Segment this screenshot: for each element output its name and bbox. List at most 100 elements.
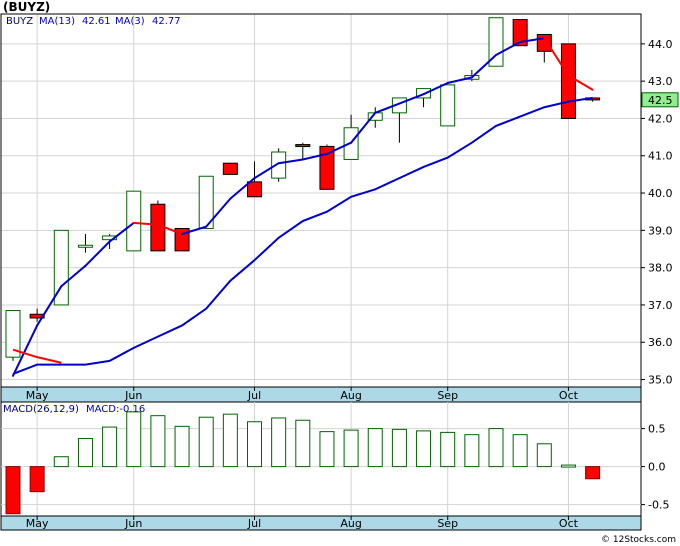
macd-bar-positive: [77, 437, 93, 468]
candle-body-down: [247, 181, 262, 198]
macd-x-tick-label: May: [26, 517, 49, 530]
ma3-segment: [60, 264, 87, 288]
price-x-tick-label: Jul: [247, 389, 261, 402]
candle-body-up: [77, 244, 93, 248]
ma3-segment: [350, 111, 377, 144]
macd-bar-positive: [536, 443, 552, 468]
candle-body-up: [440, 84, 456, 127]
ma3-segment: [156, 223, 184, 236]
candle: [5, 310, 21, 361]
candle: [53, 229, 69, 306]
price-y-tick-label: 43.0: [648, 75, 673, 88]
price-y-tick-label: 39.0: [648, 224, 673, 237]
macd-bar-positive: [391, 428, 407, 468]
last-price-label: 42.5: [648, 94, 673, 107]
macd-bar-negative: [585, 466, 601, 480]
ma3-segment: [229, 177, 256, 200]
macd-bar-positive: [150, 415, 166, 468]
macd-bar-negative: [5, 466, 21, 515]
ma3-segment: [277, 158, 304, 165]
macd-bar-positive: [488, 428, 504, 468]
ma3-segment: [325, 141, 353, 155]
price-panel: 35.0 36.0 37.0 38.0 39.0 40.0 41.0 42.0 43.0 44.0…: [0, 0, 679, 403]
macd-bar-positive: [367, 428, 383, 468]
price-moving-averages: [12, 37, 594, 377]
macd-bar-positive: [560, 464, 576, 468]
macd-legend-entry: MACD:-0.16: [86, 404, 145, 415]
ma3-segment: [398, 93, 425, 105]
price-x-axis-band: [0, 386, 642, 403]
candle-body-down: [29, 313, 45, 319]
price-legend-entry: BUYZ: [6, 16, 33, 27]
macd-y-tick-label: 0.5: [648, 423, 666, 436]
ma3-segment: [567, 74, 594, 91]
macd-y-ticks: 0.5 0.0 -0.5: [641, 423, 669, 512]
candle: [126, 190, 142, 252]
candle: [512, 19, 528, 47]
price-x-tick-label: Oct: [559, 389, 579, 402]
candle-body-down: [319, 145, 335, 190]
price-x-tick-label: May: [26, 389, 49, 402]
candle-body-up: [53, 229, 69, 306]
price-y-tick-label: 36.0: [648, 336, 673, 349]
price-plot-area: [1, 14, 641, 387]
price-y-tick-label: 38.0: [648, 262, 673, 275]
macd-bar-positive: [102, 426, 118, 468]
candle-body-up: [126, 190, 142, 252]
candle-body-down: [295, 144, 311, 148]
macd-bar-positive: [126, 411, 142, 468]
candle-body-down: [560, 43, 576, 119]
price-legend-entry: 42.61: [82, 16, 111, 27]
candle: [440, 84, 456, 127]
ma3-segment: [181, 225, 208, 236]
price-x-tick-label: Aug: [340, 389, 361, 402]
ma13-line: [12, 96, 593, 375]
price-x-tick-label: Sep: [437, 389, 458, 402]
price-y-tick-label: 40.0: [648, 187, 673, 200]
ma3-early-line: [12, 348, 62, 364]
candle-body-up: [198, 175, 214, 229]
candle-body-down: [512, 19, 528, 47]
ma3-segment: [422, 82, 449, 96]
ma3-segment: [205, 197, 232, 228]
macd-bar-positive: [295, 419, 311, 468]
macd-legend-entry: MACD(26,12,9): [3, 404, 79, 415]
ma3-segment: [132, 221, 159, 226]
macd-x-tick-label: Aug: [340, 517, 361, 530]
price-chart-title: (BUYZ): [3, 0, 50, 14]
candle: [29, 308, 45, 322]
price-y-tick-label: 44.0: [648, 38, 673, 51]
macd-bars: [5, 411, 601, 515]
macd-legend: MACD(26,12,9) MACD:-0.16: [3, 404, 145, 415]
price-y-tick-label: 35.0: [648, 374, 673, 387]
macd-x-tick-label: Oct: [559, 517, 579, 530]
candle-body-down: [536, 34, 552, 52]
candle: [295, 142, 311, 160]
candle-body-up: [271, 151, 287, 179]
price-legend-entry: MA(3): [115, 16, 145, 27]
macd-bar-positive: [247, 421, 262, 468]
price-legend-entry: MA(13): [39, 16, 75, 27]
candle: [77, 234, 93, 253]
candle-body-down: [222, 162, 238, 175]
macd-bar-positive: [271, 417, 287, 468]
macd-bar-positive: [512, 434, 528, 468]
price-y-tick-label: 42.0: [648, 112, 673, 125]
macd-bar-positive: [464, 434, 480, 468]
macd-bar-positive: [416, 430, 432, 468]
ma3-segment: [84, 240, 111, 267]
macd-x-axis-band: [0, 515, 642, 531]
candle: [319, 144, 335, 190]
macd-y-tick-label: -0.5: [648, 499, 669, 512]
candle-body-up: [102, 235, 118, 241]
macd-x-tick-label: Jun: [124, 517, 142, 530]
ma3-segment: [12, 324, 39, 377]
ma3-segment: [374, 102, 401, 114]
macd-bar-positive: [222, 413, 238, 468]
ma3-segment: [446, 76, 473, 85]
macd-x-tick-label: Sep: [437, 517, 458, 530]
macd-bar-positive: [198, 416, 214, 468]
macd-bar-negative: [29, 466, 45, 493]
ma3-segment: [495, 40, 522, 57]
ma3-segment: [543, 37, 570, 77]
